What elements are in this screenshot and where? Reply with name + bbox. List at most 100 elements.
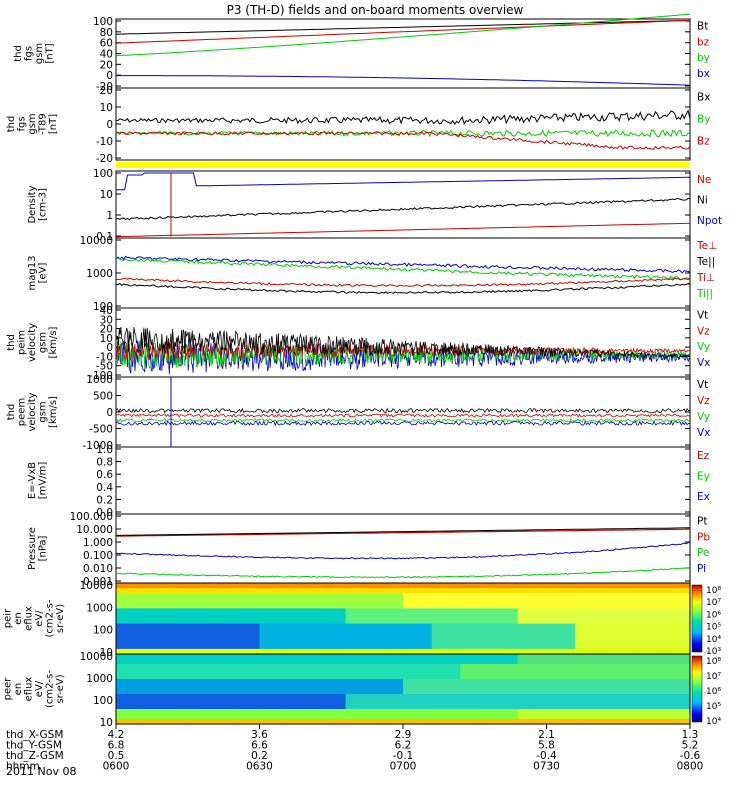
y-label-line: (cm2-s-	[45, 670, 56, 708]
spectrogram-cell	[460, 719, 471, 725]
spectrogram-cell	[144, 643, 155, 650]
spectrogram-cell	[345, 588, 356, 594]
spectrogram-cell	[144, 694, 155, 700]
spectrogram-cell	[364, 689, 375, 695]
spectrogram-cell	[125, 679, 136, 685]
spectrogram-cell	[661, 583, 672, 589]
spectrogram-cell	[183, 628, 194, 635]
spectrogram-cell	[403, 719, 414, 725]
spectrogram-cell	[316, 669, 328, 675]
spectrogram-cell	[125, 669, 136, 675]
spectrogram-cell	[556, 603, 567, 609]
spectrogram-cell	[517, 674, 528, 680]
spectrogram-cell	[594, 689, 605, 695]
spectrogram-cell	[326, 613, 337, 620]
spectrogram-cell	[613, 618, 624, 625]
spectrogram-cell	[125, 588, 136, 594]
spectrogram-cell	[470, 643, 481, 650]
spectrogram-cell	[450, 674, 461, 680]
spectrogram-cell	[460, 633, 471, 640]
spectrogram-cell	[326, 694, 337, 700]
y-tick-label: 100	[93, 301, 113, 313]
spectrogram-cell	[278, 588, 289, 594]
spectrogram-cell	[632, 648, 643, 655]
spectrogram-cell	[345, 659, 356, 665]
spectrogram-cell	[383, 588, 395, 594]
spectrogram-cell	[479, 598, 490, 604]
spectrogram-cell	[536, 659, 548, 665]
spectrogram-cell	[470, 709, 481, 715]
spectrogram-cell	[680, 694, 691, 700]
spectrogram-cell	[355, 664, 366, 670]
spectrogram-cell	[183, 694, 194, 700]
spectrogram-cell	[412, 654, 423, 660]
spectrogram-cell	[278, 684, 289, 690]
spectrogram-cell	[144, 684, 155, 690]
spectrogram-cell	[680, 603, 691, 609]
panel-frame	[115, 446, 691, 515]
spectrogram-cell	[508, 593, 519, 599]
x-tick-label: 3.6	[251, 729, 268, 741]
spectrogram-cell	[460, 704, 471, 710]
spectrogram-cell	[527, 659, 538, 665]
spectrogram-cell	[173, 593, 184, 599]
legend-entry: Te||	[696, 256, 715, 268]
spectrogram-cell	[565, 608, 576, 615]
spectrogram-cell	[403, 689, 414, 695]
spectrogram-cell	[489, 623, 500, 630]
spectrogram-cell	[441, 623, 452, 630]
spectrogram-cell	[297, 593, 308, 599]
spectrogram-cell	[316, 694, 328, 700]
spectrogram-cell	[651, 709, 662, 715]
spectrogram-cell	[269, 618, 280, 625]
spectrogram-cell	[489, 643, 500, 650]
spectrogram-cell	[431, 593, 442, 599]
spectrogram-cell	[412, 623, 423, 630]
y-tick-label: -20	[96, 81, 113, 93]
spectrogram-cell	[297, 679, 308, 685]
spectrogram-cell	[269, 603, 280, 609]
spectrogram-cell	[450, 608, 461, 615]
spectrogram-cell	[603, 694, 615, 700]
y-label-line: thd	[6, 334, 17, 351]
spectrogram-cell	[412, 618, 423, 625]
y-label-line: [eV]	[38, 263, 49, 284]
y-tick-label: 0.001	[83, 576, 113, 588]
spectrogram-cell	[508, 638, 519, 645]
y-tick-label: 10000	[80, 235, 113, 247]
spectrogram-cell	[517, 689, 528, 695]
spectrogram-cell	[173, 699, 184, 705]
spectrogram-cell	[288, 648, 299, 655]
legend-entry: Vx	[697, 427, 710, 439]
y-tick-label: 0.8	[96, 457, 113, 469]
spectrogram-cell	[479, 684, 490, 690]
spectrogram-cell	[498, 618, 509, 625]
y-label-line: Density	[27, 185, 38, 223]
spectrogram-cell	[584, 643, 595, 650]
spectrogram-cell	[183, 654, 194, 660]
spectrogram-cell	[374, 654, 385, 660]
spectrogram-cell	[154, 669, 165, 675]
x-tick-label: 0600	[103, 761, 130, 773]
spectrogram-cell	[556, 719, 567, 725]
spectrogram-cell	[163, 588, 174, 594]
spectrogram-cell	[651, 638, 662, 645]
spectrogram-cell	[575, 714, 586, 720]
spectrogram-cell	[441, 608, 452, 615]
spectrogram-cell	[651, 588, 662, 594]
spectrogram-cell	[498, 709, 509, 715]
spectrogram-cell	[450, 684, 461, 690]
spectrogram-cell	[192, 679, 203, 685]
spectrogram-cell	[259, 643, 270, 650]
spectrogram-cell	[116, 593, 127, 599]
spectrogram-cell	[173, 633, 184, 640]
spectrogram-cell	[546, 704, 557, 710]
y-label-line: E=-VxB	[27, 462, 38, 499]
spectrogram-cell	[584, 669, 595, 675]
spectrogram-cell	[661, 618, 672, 625]
spectrogram-cell	[670, 648, 682, 655]
spectrogram-cell	[374, 633, 385, 640]
ion-spectrogram	[115, 582, 691, 655]
spectrogram-cell	[613, 623, 624, 630]
spectrogram-cell	[517, 628, 528, 635]
